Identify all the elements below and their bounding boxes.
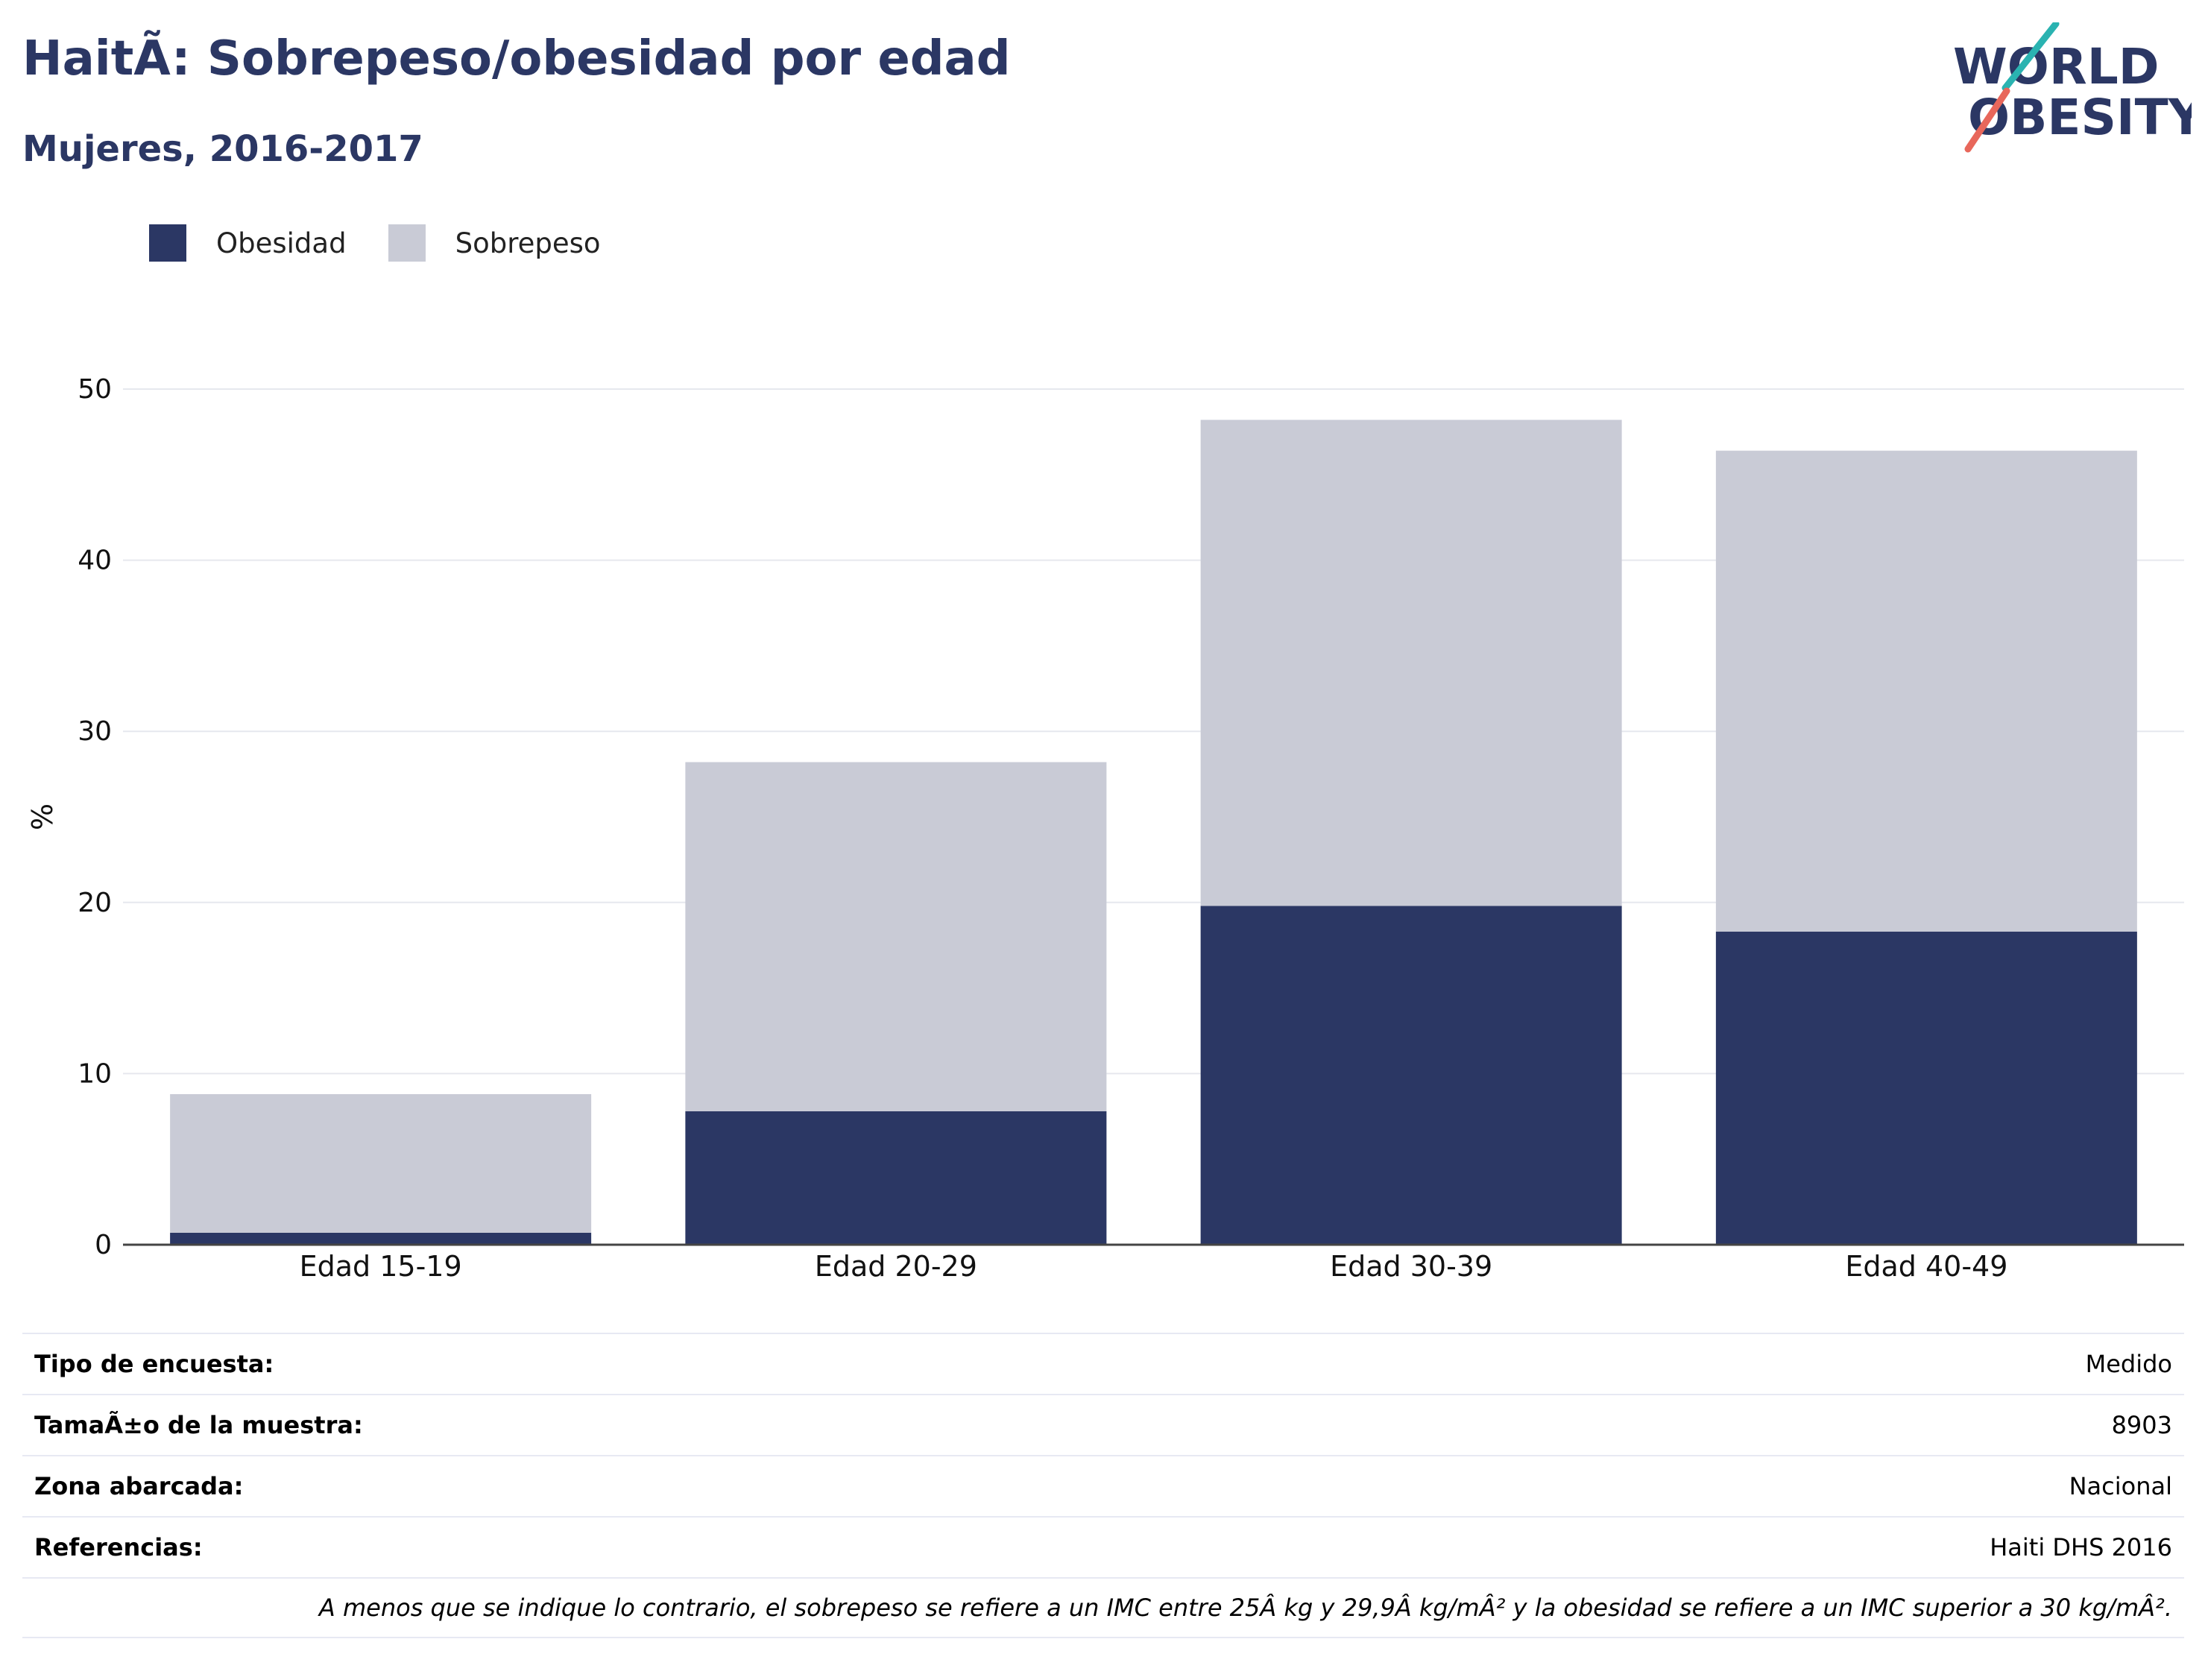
info-key: Tipo de encuesta: <box>34 1350 274 1378</box>
info-value: 8903 <box>2111 1411 2172 1439</box>
logo-slash-coral <box>1964 87 2010 153</box>
footnote: A menos que se indique lo contrario, el … <box>318 1594 2172 1622</box>
survey-info-table: Tipo de encuesta: Medido TamaÃ±o de la m… <box>22 1333 2184 1638</box>
x-tick-label: Edad 20-29 <box>815 1250 977 1283</box>
legend-item-sobrepeso[interactable]: Sobrepeso <box>388 224 601 262</box>
logo-line1: WORLD <box>1953 38 2160 95</box>
info-key: TamaÃ±o de la muestra: <box>34 1411 363 1439</box>
info-value: Medido <box>2085 1350 2172 1378</box>
chart-legend: Obesidad Sobrepeso <box>149 221 643 265</box>
info-key: Zona abarcada: <box>34 1472 244 1500</box>
y-tick-label: 30 <box>78 716 112 747</box>
bar-sobrepeso <box>170 1093 592 1233</box>
info-row: TamaÃ±o de la muestra: 8903 <box>22 1394 2184 1455</box>
bar-sobrepeso <box>685 762 1107 1111</box>
logo-slash-teal <box>2001 22 2060 92</box>
y-tick-label: 50 <box>78 374 112 405</box>
x-tick-label: Edad 40-49 <box>1845 1250 2007 1283</box>
legend-swatch-obesidad <box>149 224 186 262</box>
chart-title: HaitÃ: Sobrepeso/obesidad por edad <box>22 31 1011 86</box>
info-row: Tipo de encuesta: Medido <box>22 1333 2184 1394</box>
footnote-row: A menos que se indique lo contrario, el … <box>22 1577 2184 1638</box>
legend-label-obesidad: Obesidad <box>216 227 347 259</box>
y-tick-label: 0 <box>95 1230 112 1260</box>
x-tick-label: Edad 30-39 <box>1330 1250 1492 1283</box>
info-key: Referencias: <box>34 1533 203 1561</box>
chart-subtitle: Mujeres, 2016-2017 <box>22 128 423 170</box>
info-value: Haiti DHS 2016 <box>1990 1533 2172 1561</box>
legend-swatch-sobrepeso <box>388 224 426 262</box>
y-axis-label: % <box>26 803 59 830</box>
bar-obesidad <box>170 1232 592 1245</box>
info-row: Referencias: Haiti DHS 2016 <box>22 1516 2184 1577</box>
bar-obesidad <box>1715 931 2137 1245</box>
legend-label-sobrepeso: Sobrepeso <box>455 227 601 259</box>
bar-obesidad <box>685 1111 1107 1245</box>
info-row: Zona abarcada: Nacional <box>22 1455 2184 1516</box>
x-tick-label: Edad 15-19 <box>300 1250 462 1283</box>
bar-obesidad <box>1200 906 1622 1245</box>
y-tick-label: 20 <box>78 888 112 918</box>
y-tick-label: 10 <box>78 1058 112 1089</box>
bar-sobrepeso <box>1715 450 2137 932</box>
legend-item-obesidad[interactable]: Obesidad <box>149 224 347 262</box>
world-obesity-logo: WORLD OBESITY <box>1953 22 2192 153</box>
y-tick-label: 40 <box>78 546 112 576</box>
stacked-bar-chart: 0 10 20 30 40 50% Edad 15-19 Edad 20-29 Edad 30-… <box>26 374 2184 1283</box>
info-value: Nacional <box>2069 1472 2172 1500</box>
bar-sobrepeso <box>1200 420 1622 906</box>
